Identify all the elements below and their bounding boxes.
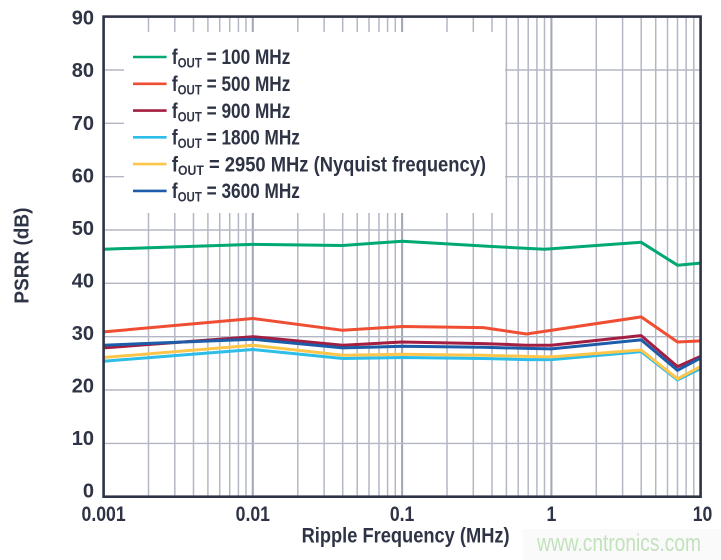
svg-text:50: 50 [72,218,94,240]
svg-text:0: 0 [83,481,94,503]
svg-text:fOUT = 1800 MHz: fOUT = 1800 MHz [172,127,300,151]
svg-text:10: 10 [72,428,94,450]
svg-text:0.1: 0.1 [390,502,415,526]
svg-text:Ripple Frequency (MHz): Ripple Frequency (MHz) [302,524,510,547]
svg-text:0.01: 0.01 [236,502,271,526]
svg-text:70: 70 [72,113,94,135]
svg-text:60: 60 [72,165,94,187]
svg-text:www.cntronics.com: www.cntronics.com [536,530,701,557]
svg-text:80: 80 [72,60,94,82]
svg-text:10: 10 [693,502,713,526]
svg-text:1: 1 [546,502,556,526]
svg-text:PSRR (dB): PSRR (dB) [11,208,34,304]
svg-text:90: 90 [72,8,94,30]
svg-text:fOUT = 500 MHz: fOUT = 500 MHz [172,74,290,98]
svg-text:40: 40 [72,271,94,293]
svg-text:30: 30 [72,323,94,345]
svg-text:fOUT = 2950 MHz (Nyquist frequ: fOUT = 2950 MHz (Nyquist frequency) [172,153,486,178]
svg-text:0.001: 0.001 [82,502,126,526]
svg-text:20: 20 [72,376,94,398]
